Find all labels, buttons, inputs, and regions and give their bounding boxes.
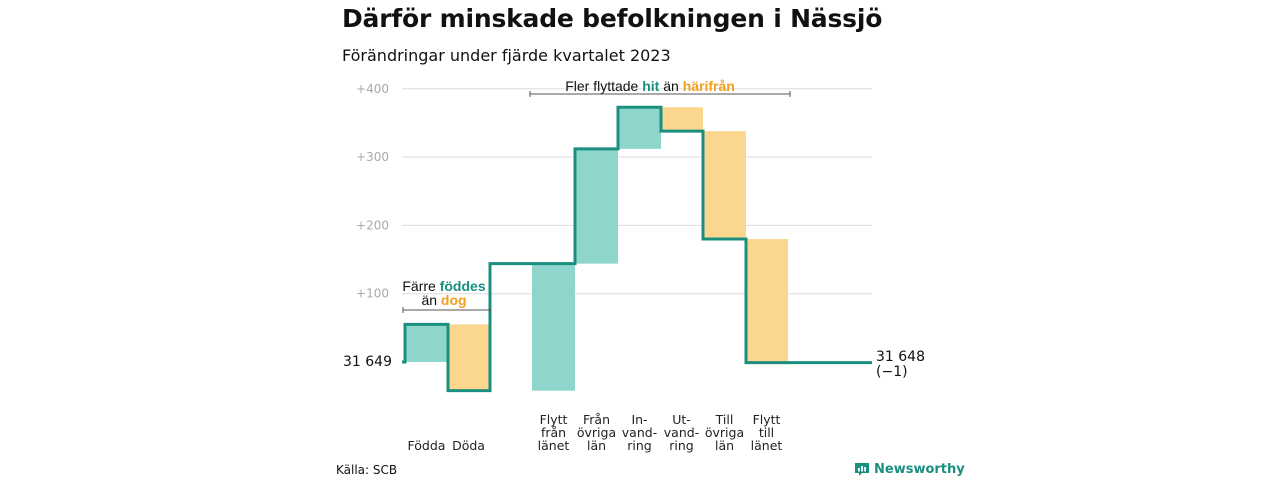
category-label: Döda: [452, 438, 485, 453]
end-value-label: 31 648: [876, 349, 925, 365]
y-tick-label: +100: [356, 287, 389, 301]
brand-name: Newsworthy: [874, 461, 965, 477]
category-label: Flytt till länet: [751, 412, 783, 453]
waterfall-bar: [532, 263, 575, 391]
category-label: Från övriga län: [577, 412, 616, 453]
end-change-label: (−1): [876, 364, 908, 380]
category-label: In-vand-ring: [622, 412, 657, 453]
category-label: Ut-vand-ring: [664, 412, 699, 453]
category-label: Till övriga län: [705, 412, 744, 453]
source-note: Källa: SCB: [336, 463, 398, 477]
category-label: Flytt från länet: [538, 412, 570, 453]
y-tick-label: +200: [356, 218, 389, 232]
chart-subtitle: Förändringar under fjärde kvartalet 2023: [342, 46, 671, 65]
cumulative-step-line: [402, 105, 872, 393]
annotation-bracket: [402, 307, 491, 313]
waterfall-bar: [575, 148, 618, 264]
waterfall-bar: [703, 131, 746, 240]
waterfall-bar: [660, 107, 703, 132]
brand-logo[interactable]: Newsworthy: [854, 461, 965, 477]
annotation-bracket: [529, 91, 791, 97]
y-tick-label: +400: [356, 82, 389, 96]
annotation-births-line1: Färre föddes: [402, 278, 485, 294]
waterfall-bar: [405, 324, 448, 362]
start-value-label: 31 649: [343, 354, 392, 370]
y-tick-label: +300: [356, 150, 389, 164]
waterfall-bar: [745, 239, 788, 363]
annotation-births-line2: än dog: [421, 292, 466, 308]
waterfall-bar: [447, 324, 490, 391]
waterfall-bar: [618, 107, 661, 149]
category-label: Födda: [408, 438, 446, 453]
newsworthy-logo-icon: [855, 463, 869, 476]
annotation-migration: Fler flyttade hit än härifrån: [565, 78, 735, 94]
chart-title: Därför minskade befolkningen i Nässjö: [342, 4, 883, 33]
